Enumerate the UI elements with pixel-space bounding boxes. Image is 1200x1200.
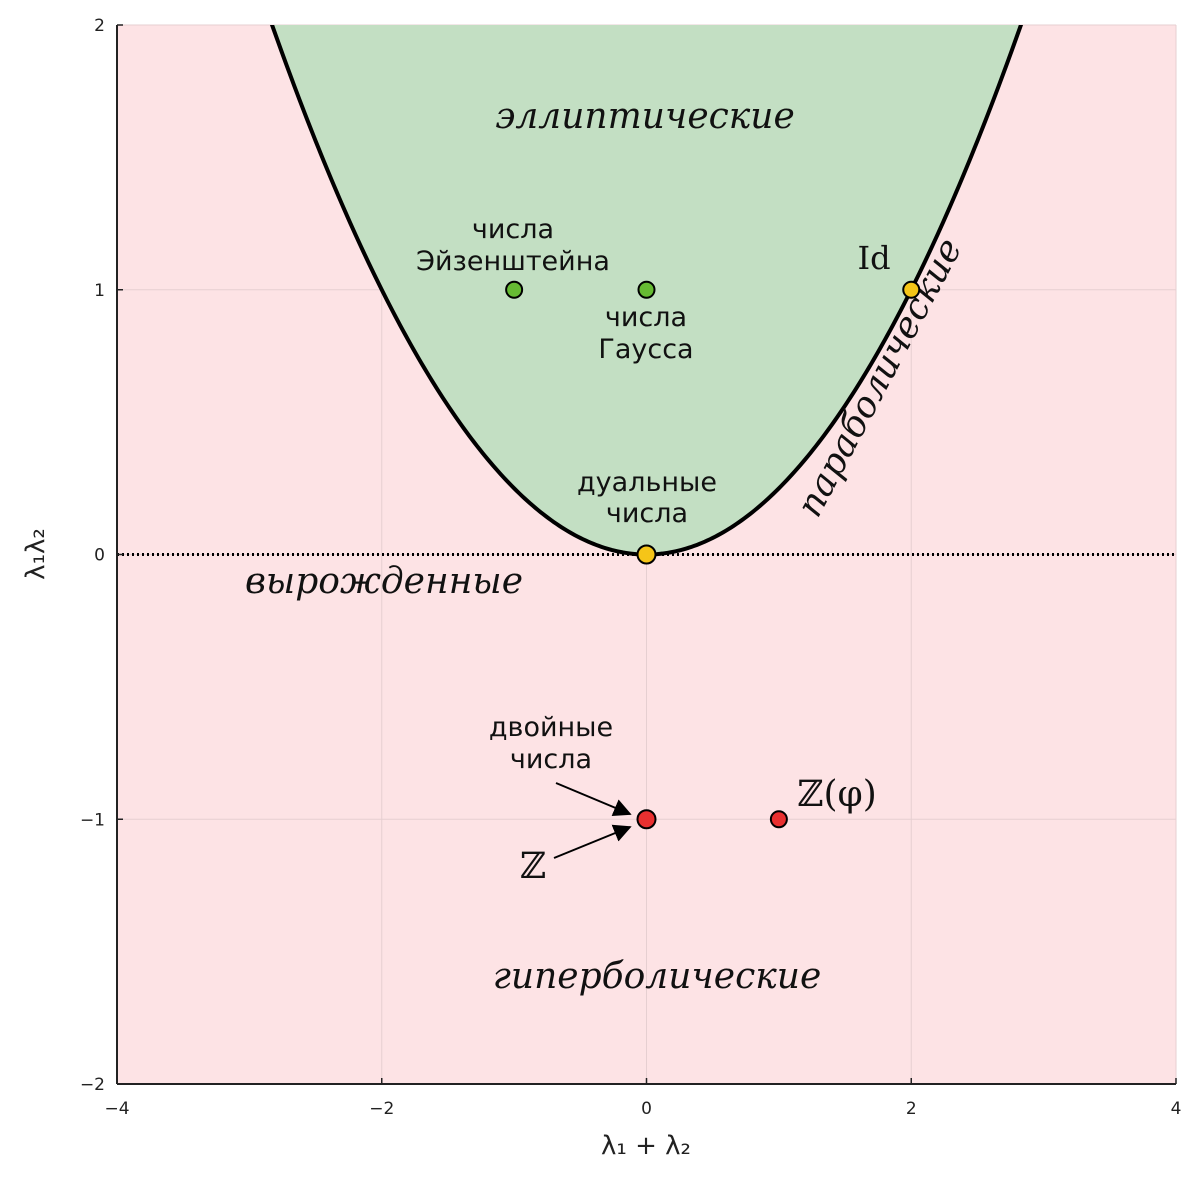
data-point: [902, 280, 921, 299]
elliptic-region-label: эллиптические: [495, 96, 795, 137]
degenerate-region-label: вырожденные: [245, 561, 523, 602]
hyperbolic-region-label: гиперболические: [493, 956, 822, 997]
double-numbers-arrow: [555, 782, 632, 817]
z-phi-label: ℤ(φ): [797, 774, 877, 815]
y-tick-label: 2: [94, 16, 105, 36]
y-tick-label: 0: [94, 546, 105, 566]
gauss-label-line-1: числа: [605, 302, 687, 333]
integers-label: ℤ: [520, 846, 546, 887]
x-tick-label: 0: [641, 1099, 652, 1119]
dual-label-line-1: дуальные: [577, 467, 717, 498]
data-point: [637, 280, 656, 299]
data-points: [505, 280, 921, 830]
axis-ticks: −4 −2 0 2 4 −2 −1 0 1 2: [80, 16, 1181, 1119]
x-axis-label: λ₁ + λ₂: [601, 1131, 691, 1161]
data-point: [636, 809, 657, 830]
double-label-line-2: числа: [510, 744, 592, 775]
data-point: [769, 810, 788, 829]
x-tick-label: 2: [906, 1099, 917, 1119]
gauss-label-line-2: Гаусса: [598, 334, 693, 365]
identity-label: Id: [857, 239, 890, 277]
x-tick-label: −4: [104, 1099, 129, 1119]
integers-arrow: [553, 824, 632, 859]
y-tick-label: −1: [80, 810, 105, 830]
y-tick-label: −2: [80, 1075, 105, 1095]
eisenstein-label-line-1: числа: [472, 214, 554, 245]
x-tick-label: −2: [369, 1099, 394, 1119]
x-tick-label: 4: [1171, 1099, 1182, 1119]
double-label-line-1: двойные: [489, 712, 613, 743]
data-point: [505, 280, 524, 299]
dual-label-line-2: числа: [606, 498, 688, 529]
y-axis-label: λ₁λ₂: [21, 528, 51, 580]
eisenstein-label-line-2: Эйзенштейна: [416, 246, 610, 277]
y-tick-label: 1: [94, 281, 105, 301]
data-point: [636, 544, 657, 565]
